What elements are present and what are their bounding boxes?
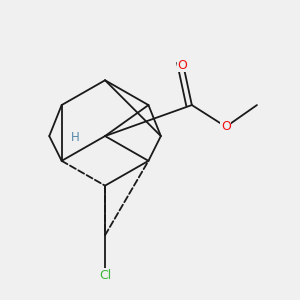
Text: H: H xyxy=(71,131,80,144)
Text: O: O xyxy=(221,120,231,133)
Text: Cl: Cl xyxy=(99,269,111,282)
Text: O: O xyxy=(178,58,188,72)
